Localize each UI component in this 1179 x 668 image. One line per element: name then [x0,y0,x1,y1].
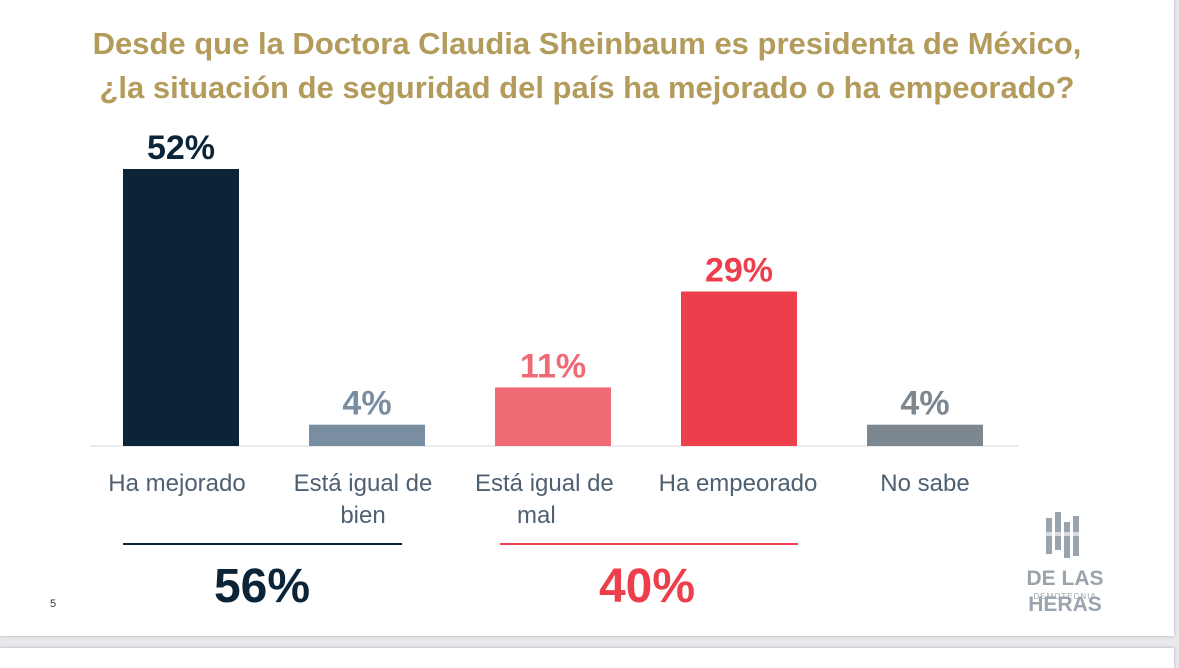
building-bars-icon [1046,512,1079,558]
page-number: 5 [50,598,57,610]
bar-0 [123,169,239,446]
logo-subtitle: DEMOTECNIA [1033,592,1097,601]
bar-value-label-3: 29% [705,252,773,290]
category-label-esta-igual-de-bien: Está igual de bien [293,470,433,529]
group-divider-positive [123,543,402,545]
category-label-no-sabe: No sabe [880,470,970,497]
logo-name: DE LAS HERAS [1026,567,1104,616]
group-total-positive: 56% [213,560,311,613]
bar-4 [867,424,983,446]
next-slide-edge [0,648,1174,668]
bar-value-label-2: 11% [520,347,586,385]
bar-3 [681,291,797,446]
chart-title-line-2: ¿la situación de seguridad del país ha m… [99,70,1075,105]
bar-chart: 52% 4% 11% 29% 4% [90,129,1018,447]
de-las-heras-logo: DE LAS HERAS DEMOTECNIA [990,508,1140,616]
group-total-negative: 40% [598,560,696,613]
bar-value-label-4: 4% [900,385,949,423]
category-label-ha-mejorado: Ha mejorado [108,470,246,497]
bar-value-label-0: 52% [147,129,215,167]
slide: Desde que la Doctora Claudia Sheinbaum e… [0,0,1174,636]
bar-1 [309,424,425,446]
bar-value-label-1: 4% [342,385,391,423]
category-label-ha-empeorado: Ha empeorado [658,470,818,497]
bar-2 [495,387,611,446]
chart-title: Desde que la Doctora Claudia Sheinbaum e… [0,22,1174,110]
chart-title-line-1: Desde que la Doctora Claudia Sheinbaum e… [92,26,1082,61]
group-divider-negative [500,543,798,545]
category-label-esta-igual-de-mal: Está igual de mal [475,470,614,529]
